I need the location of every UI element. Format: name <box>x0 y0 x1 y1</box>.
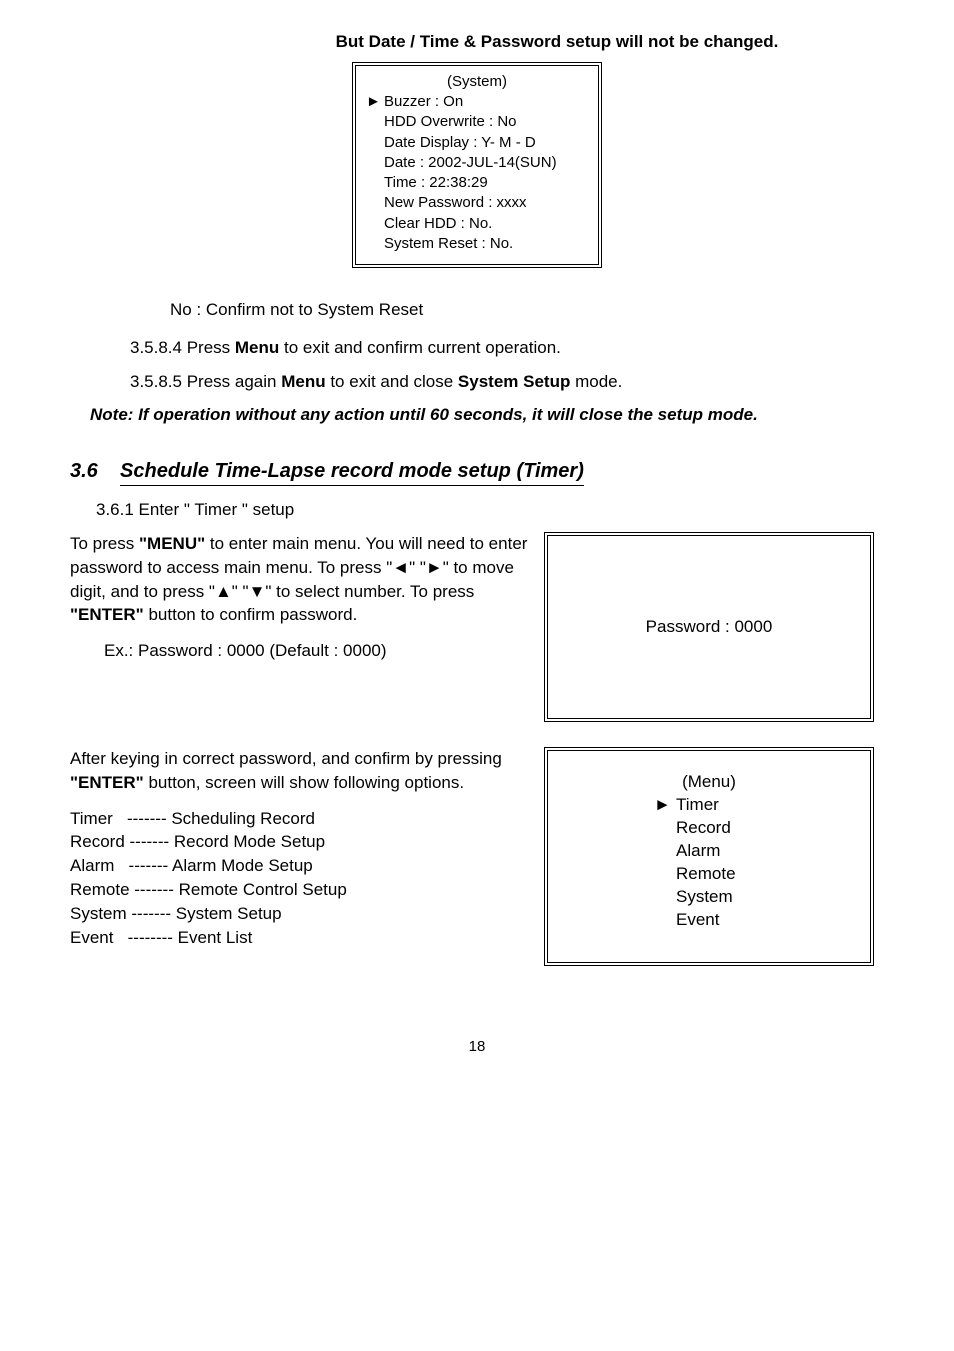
row-menu-left: After keying in correct password, and co… <box>70 747 544 961</box>
row-menu: After keying in correct password, and co… <box>70 747 884 966</box>
l3584-pre: 3.5.8.4 Press <box>130 338 235 357</box>
menu-box-title: (Menu) <box>558 771 860 794</box>
system-box-title: (System) <box>366 72 588 92</box>
para-menu-instructions: To press "MENU" to enter main menu. You … <box>70 532 534 627</box>
para-after-password: After keying in correct password, and co… <box>70 747 534 795</box>
top-bold-line: But Date / Time & Password setup will no… <box>230 30 884 54</box>
system-item-date: Date : 2002-JUL-14(SUN) <box>366 153 588 173</box>
menu-box: (Menu) Timer Record Alarm Remote System … <box>544 747 874 966</box>
example-password-line: Ex.: Password : 0000 (Default : 0000) <box>104 639 534 663</box>
p2a: After keying in correct password, and co… <box>70 749 502 768</box>
row-password: To press "MENU" to enter main menu. You … <box>70 532 884 722</box>
menu-description-list: Timer ------- Scheduling Record Record -… <box>70 807 534 950</box>
menu-item-event: Event <box>654 909 860 932</box>
sec36-title: Schedule Time-Lapse record mode setup (T… <box>120 457 584 486</box>
system-item-hdd-overwrite: HDD Overwrite : No <box>366 112 588 132</box>
l3584-menu: Menu <box>235 338 279 357</box>
sub-3-6-1: 3.6.1 Enter " Timer " setup <box>96 498 884 522</box>
menu-item-timer: Timer <box>654 794 860 817</box>
row-menu-right: (Menu) Timer Record Alarm Remote System … <box>544 747 884 966</box>
menu-item-alarm: Alarm <box>654 840 860 863</box>
l3585-mid: to exit and close <box>326 372 458 391</box>
p1c: button to confirm password. <box>144 605 358 624</box>
system-item-system-reset: System Reset : No. <box>366 234 588 254</box>
menu-box-items: Timer Record Alarm Remote System Event <box>654 794 860 932</box>
menu-item-system: System <box>654 886 860 909</box>
menu-item-remote: Remote <box>654 863 860 886</box>
system-item-clear-hdd: Clear HDD : No. <box>366 214 588 234</box>
system-item-date-display: Date Display : Y- M - D <box>366 133 588 153</box>
system-item-buzzer: Buzzer : On <box>366 92 588 112</box>
system-box: (System) Buzzer : On HDD Overwrite : No … <box>352 62 602 268</box>
system-item-time: Time : 22:38:29 <box>366 173 588 193</box>
p2b: button, screen will show following optio… <box>144 773 464 792</box>
l3585-post: mode. <box>570 372 622 391</box>
sec36-num: 3.6 <box>70 460 98 482</box>
p1-enter-bold: "ENTER" <box>70 605 144 624</box>
password-box: Password : 0000 <box>544 532 874 722</box>
l3584-post: to exit and confirm current operation. <box>279 338 561 357</box>
p2-enter-bold: "ENTER" <box>70 773 144 792</box>
system-item-new-password: New Password : xxxx <box>366 193 588 213</box>
l3585-menu: Menu <box>281 372 325 391</box>
line-3584: 3.5.8.4 Press Menu to exit and confirm c… <box>130 336 884 360</box>
no-confirm-line: No : Confirm not to System Reset <box>170 298 884 322</box>
row-password-left: To press "MENU" to enter main menu. You … <box>70 532 544 675</box>
p1-menu-bold: "MENU" <box>139 534 205 553</box>
line-3585: 3.5.8.5 Press again Menu to exit and clo… <box>130 370 884 394</box>
menu-item-record: Record <box>654 817 860 840</box>
page-number: 18 <box>70 1036 884 1057</box>
l3585-pre: 3.5.8.5 Press again <box>130 372 281 391</box>
row-password-right: Password : 0000 <box>544 532 884 722</box>
l3585-system-setup: System Setup <box>458 372 570 391</box>
section-3-6-heading: 3.6 Schedule Time-Lapse record mode setu… <box>70 457 884 486</box>
note-line: Note: If operation without any action un… <box>90 403 884 427</box>
p1a: To press <box>70 534 139 553</box>
password-box-text: Password : 0000 <box>646 615 773 639</box>
